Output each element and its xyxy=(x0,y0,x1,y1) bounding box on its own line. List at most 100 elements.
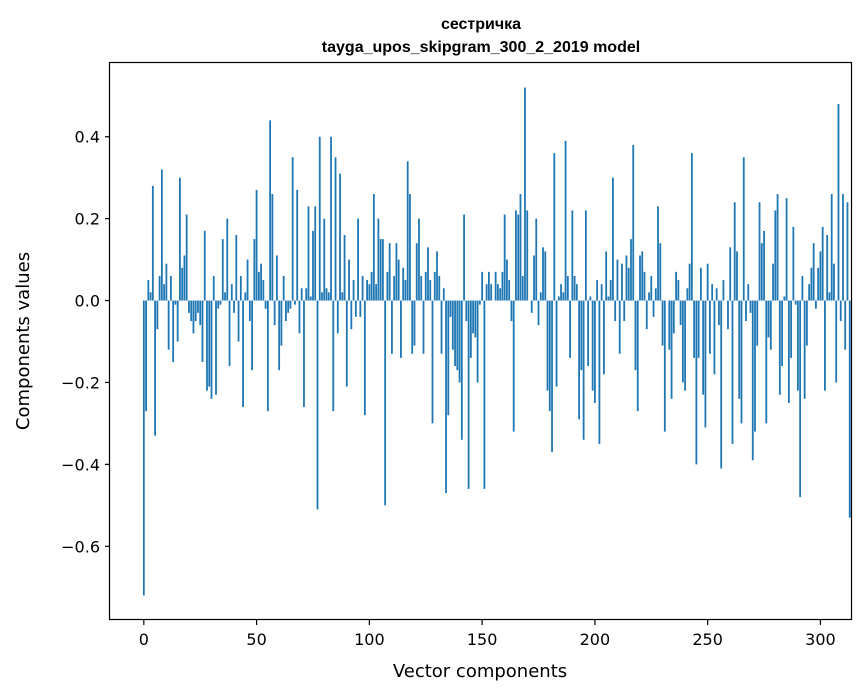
bar-297 xyxy=(812,243,815,301)
bar-253 xyxy=(713,300,716,375)
bar-104 xyxy=(377,218,380,301)
bar-286 xyxy=(787,300,790,403)
bar-207 xyxy=(609,280,612,301)
bar-217 xyxy=(632,144,635,301)
bar-237 xyxy=(677,280,680,301)
bar-309 xyxy=(839,300,842,322)
bar-222 xyxy=(643,271,646,301)
bar-14 xyxy=(174,300,177,305)
bar-236 xyxy=(675,271,677,301)
bar-41 xyxy=(235,235,238,301)
bar-170 xyxy=(526,210,529,301)
bar-254 xyxy=(715,288,718,301)
bar-221 xyxy=(641,251,644,301)
y-tick-label-3: 0.0 xyxy=(75,292,100,311)
bar-0 xyxy=(142,300,145,596)
bar-213 xyxy=(623,300,626,322)
bar-36 xyxy=(224,292,226,301)
bar-268 xyxy=(747,284,750,301)
bar-227 xyxy=(654,288,657,301)
bar-69 xyxy=(298,300,301,334)
bar-47 xyxy=(248,300,251,322)
bar-13 xyxy=(172,300,175,362)
bar-283 xyxy=(781,300,783,367)
bar-88 xyxy=(341,292,344,301)
bar-64 xyxy=(287,300,290,313)
bar-126 xyxy=(427,247,429,301)
bar-111 xyxy=(393,275,396,301)
bar-311 xyxy=(844,300,847,350)
bar-76 xyxy=(314,206,317,301)
bar-197 xyxy=(587,300,590,367)
y-tick-label-1: −0.4 xyxy=(61,455,100,474)
bar-272 xyxy=(756,300,759,346)
bar-42 xyxy=(237,300,240,342)
bar-87 xyxy=(339,173,341,301)
bar-9 xyxy=(163,284,166,301)
bar-167 xyxy=(519,194,522,301)
bar-6 xyxy=(156,300,159,330)
bar-17 xyxy=(181,267,184,301)
bar-164 xyxy=(512,300,515,432)
bar-193 xyxy=(578,300,580,420)
bar-308 xyxy=(837,103,840,301)
bar-249 xyxy=(704,300,707,428)
bar-46 xyxy=(246,259,249,301)
bar-174 xyxy=(535,218,538,301)
bar-176 xyxy=(539,292,542,301)
bar-195 xyxy=(582,300,585,440)
bar-173 xyxy=(533,255,535,301)
bar-267 xyxy=(745,300,747,322)
x-axis-ticks: 0 50 100 150 200 250 300 xyxy=(139,620,836,649)
bar-257 xyxy=(722,280,725,301)
bar-305 xyxy=(830,194,833,301)
bar-270 xyxy=(751,300,754,461)
bar-210 xyxy=(616,259,619,301)
bar-310 xyxy=(842,194,844,301)
bar-123 xyxy=(420,275,423,301)
bar-44 xyxy=(242,300,244,408)
bar-22 xyxy=(192,300,195,334)
bar-276 xyxy=(765,300,768,424)
bar-86 xyxy=(336,300,339,334)
bar-295 xyxy=(808,284,811,301)
bar-168 xyxy=(521,275,524,301)
x-tick-label-50: 50 xyxy=(246,630,266,649)
bar-244 xyxy=(693,300,696,358)
bar-175 xyxy=(537,300,540,326)
bar-251 xyxy=(709,300,711,354)
bar-185 xyxy=(560,284,562,301)
bar-77 xyxy=(316,300,319,510)
bar-179 xyxy=(546,300,549,391)
bar-60 xyxy=(278,300,281,371)
bar-186 xyxy=(562,292,565,301)
bar-25 xyxy=(199,300,202,326)
bar-19 xyxy=(185,214,188,301)
bar-125 xyxy=(424,271,427,301)
bar-225 xyxy=(650,275,653,301)
bar-140 xyxy=(458,300,461,383)
bar-304 xyxy=(828,292,831,301)
bar-2 xyxy=(147,280,150,301)
bar-255 xyxy=(718,300,720,326)
y-tick-label-4: 0.2 xyxy=(75,210,100,229)
bar-247 xyxy=(699,267,702,301)
bar-129 xyxy=(433,271,436,301)
bar-1 xyxy=(145,300,147,412)
bar-154 xyxy=(490,284,493,301)
bar-198 xyxy=(589,296,592,301)
bar-26 xyxy=(201,300,204,362)
bar-243 xyxy=(690,153,693,301)
bar-303 xyxy=(826,235,829,301)
bar-112 xyxy=(395,243,398,301)
bar-37 xyxy=(226,218,229,301)
bar-65 xyxy=(289,300,292,309)
bar-199 xyxy=(591,300,594,391)
bar-293 xyxy=(803,300,806,399)
bar-205 xyxy=(605,251,608,301)
bar-58 xyxy=(273,300,276,326)
bar-107 xyxy=(384,300,387,506)
bar-298 xyxy=(815,300,817,309)
bar-218 xyxy=(634,300,637,371)
bar-144 xyxy=(467,300,470,489)
